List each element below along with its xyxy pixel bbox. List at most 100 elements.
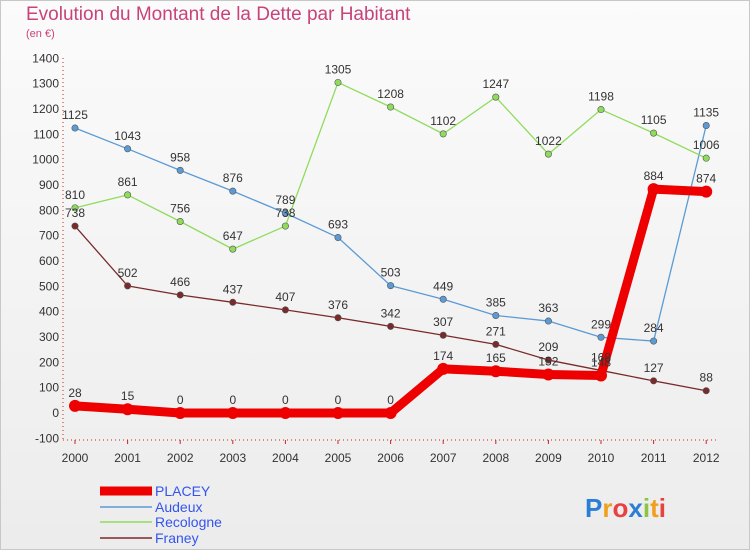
- y-tick-label: 1300: [32, 77, 59, 91]
- data-label-placey: 874: [696, 172, 716, 186]
- data-point-recologne: [281, 222, 289, 230]
- data-point-placey: [542, 368, 555, 381]
- data-label-franey: 466: [170, 275, 190, 289]
- data-point-franey: [176, 291, 184, 299]
- legend-label-placey: PLACEY: [155, 483, 211, 499]
- data-label-placey: 0: [282, 393, 289, 407]
- data-label-recologne: 1305: [325, 62, 352, 76]
- data-label-franey: 376: [328, 298, 348, 312]
- data-label-placey: 0: [387, 393, 394, 407]
- data-label-audeux: 789: [275, 193, 295, 207]
- data-label-placey: 28: [68, 386, 82, 400]
- data-point-audeux: [124, 145, 132, 153]
- data-label-placey: 0: [229, 393, 236, 407]
- y-tick-label: 200: [39, 355, 59, 369]
- data-point-audeux: [387, 282, 395, 290]
- data-label-franey: 738: [65, 206, 85, 220]
- y-tick-label: 600: [39, 254, 59, 268]
- data-point-audeux: [597, 333, 605, 341]
- data-point-recologne: [544, 150, 552, 158]
- data-label-audeux: 1125: [62, 108, 88, 122]
- chart-unit: (en €): [26, 28, 55, 40]
- data-label-audeux: 503: [381, 266, 401, 280]
- x-tick-label: 2009: [535, 451, 562, 465]
- data-label-audeux: 299: [591, 317, 611, 331]
- data-label-audeux: 1135: [693, 106, 719, 120]
- data-point-placey: [700, 185, 713, 198]
- data-point-franey: [229, 298, 237, 306]
- data-point-recologne: [334, 78, 342, 86]
- data-label-placey: 884: [644, 169, 664, 183]
- y-tick-label: 1000: [32, 153, 59, 167]
- data-label-audeux: 693: [328, 217, 348, 231]
- y-tick-label: 800: [39, 203, 59, 217]
- data-label-placey: 148: [591, 356, 611, 370]
- data-point-audeux: [439, 295, 447, 303]
- data-label-recologne: 1022: [535, 134, 562, 148]
- data-label-audeux: 1043: [114, 129, 141, 143]
- data-label-audeux: 449: [433, 279, 453, 293]
- data-label-recologne: 738: [275, 206, 295, 220]
- data-label-audeux: 385: [486, 295, 506, 309]
- data-point-placey: [384, 407, 397, 419]
- data-label-audeux: 958: [170, 150, 190, 164]
- data-point-franey: [650, 377, 658, 385]
- data-label-recologne: 810: [65, 188, 85, 202]
- data-point-recologne: [702, 154, 710, 162]
- data-point-recologne: [439, 130, 447, 138]
- data-label-recologne: 1105: [641, 113, 667, 127]
- y-tick-label: 1400: [32, 51, 59, 65]
- data-label-franey: 437: [223, 282, 243, 296]
- x-tick-label: 2006: [377, 451, 404, 465]
- y-tick-label: 100: [39, 381, 59, 395]
- y-tick-label: 400: [39, 305, 59, 319]
- data-point-franey: [334, 314, 342, 322]
- data-label-recologne: 1247: [482, 77, 509, 91]
- data-point-audeux: [229, 187, 237, 195]
- y-tick-label: -100: [35, 431, 59, 445]
- data-label-franey: 127: [644, 361, 664, 375]
- data-point-placey: [121, 403, 134, 416]
- data-point-audeux: [492, 311, 500, 319]
- data-label-placey: 0: [335, 393, 342, 407]
- data-label-placey: 165: [486, 351, 506, 365]
- data-point-placey: [437, 362, 450, 375]
- data-point-recologne: [597, 106, 605, 114]
- data-label-placey: 15: [121, 389, 135, 403]
- y-tick-label: 0: [52, 406, 59, 420]
- data-label-recologne: 647: [223, 229, 243, 243]
- x-tick-label: 2005: [325, 451, 352, 465]
- data-point-franey: [492, 340, 500, 348]
- data-point-recologne: [492, 93, 500, 101]
- y-tick-label: 500: [39, 279, 59, 293]
- proxiti-logo: Proxiti: [585, 493, 666, 523]
- data-label-franey: 88: [700, 371, 714, 385]
- y-tick-label: 900: [39, 178, 59, 192]
- data-point-franey: [281, 306, 289, 314]
- data-point-placey: [595, 369, 607, 382]
- data-label-recologne: 1006: [693, 138, 720, 152]
- legend-label-franey: Franey: [155, 530, 199, 546]
- data-point-placey: [647, 183, 660, 196]
- x-tick-label: 2004: [272, 451, 299, 465]
- x-tick-label: 2003: [219, 451, 246, 465]
- data-point-audeux: [334, 233, 342, 241]
- x-tick-label: 2010: [588, 451, 615, 465]
- data-point-placey: [332, 407, 344, 419]
- data-label-placey: 152: [538, 354, 558, 368]
- data-label-franey: 502: [118, 266, 138, 280]
- data-label-placey: 174: [433, 349, 453, 363]
- legend-label-audeux: Audeux: [155, 499, 202, 515]
- data-label-recologne: 1208: [377, 87, 404, 101]
- data-point-recologne: [71, 204, 79, 212]
- data-point-recologne: [124, 191, 132, 199]
- data-point-audeux: [281, 209, 289, 217]
- y-tick-label: 300: [39, 330, 59, 344]
- data-label-recologne: 756: [170, 202, 190, 216]
- x-tick-label: 2000: [62, 451, 89, 465]
- data-point-franey: [124, 282, 132, 290]
- data-point-franey: [387, 322, 395, 330]
- legend-label-recologne: Recologne: [155, 514, 222, 530]
- data-point-audeux: [544, 317, 552, 325]
